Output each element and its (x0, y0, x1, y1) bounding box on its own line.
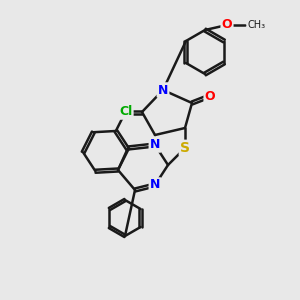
Text: O: O (120, 106, 130, 118)
Text: N: N (150, 139, 160, 152)
Text: N: N (150, 178, 160, 191)
Text: O: O (222, 19, 232, 32)
Text: O: O (205, 89, 215, 103)
Text: N: N (158, 83, 168, 97)
Text: CH₃: CH₃ (247, 20, 265, 30)
Text: Cl: Cl (119, 105, 132, 118)
Text: S: S (180, 141, 190, 155)
